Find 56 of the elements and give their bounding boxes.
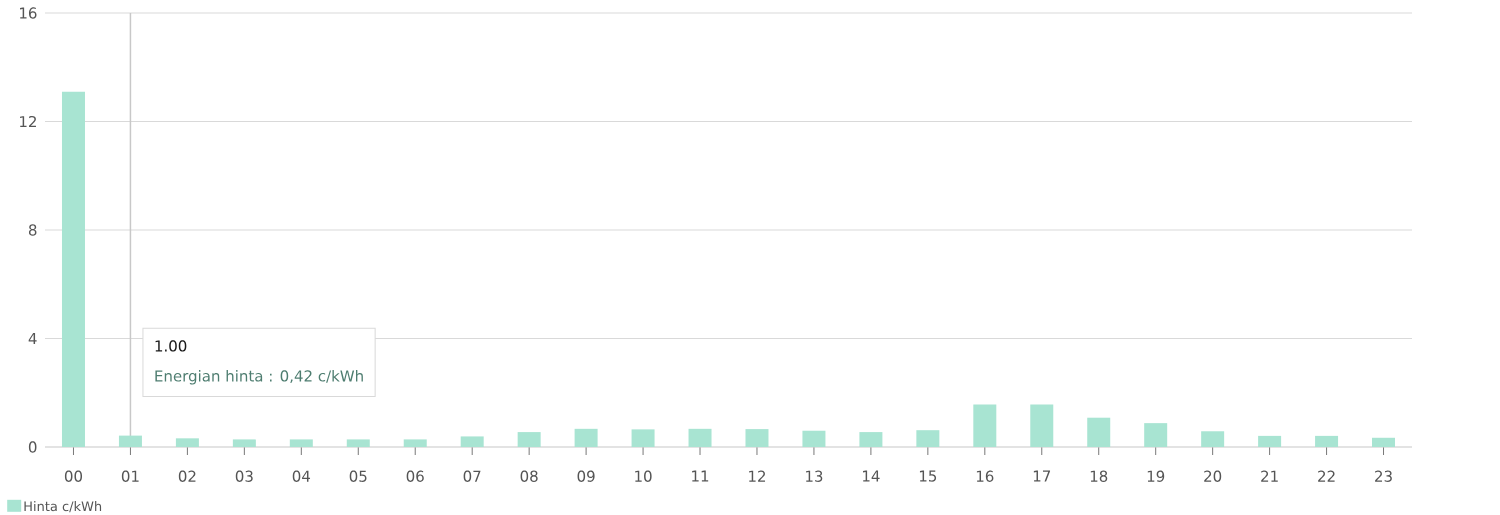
bar (745, 429, 769, 447)
x-tick-label: 18 (1090, 470, 1108, 482)
x-tick-label: 04 (292, 470, 311, 482)
x-tick-label: 09 (577, 470, 595, 482)
bar (688, 428, 712, 447)
x-tick-label: 14 (863, 470, 880, 482)
x-tick-label: 17 (1033, 470, 1051, 482)
y-tick-label: 12 (20, 115, 36, 128)
bar (61, 91, 85, 447)
bar (1087, 417, 1111, 447)
x-tick-label: 06 (406, 470, 424, 482)
x-tick-label: 08 (520, 470, 538, 482)
annotation: 1.00 (155, 340, 187, 352)
bar (1030, 404, 1054, 447)
x-tick-label: 10 (635, 470, 652, 482)
x-tick-label: 15 (919, 470, 937, 482)
x-tick-label: 00 (64, 470, 83, 482)
bar (1144, 423, 1168, 447)
bar (460, 436, 484, 447)
bar (403, 439, 427, 447)
bar (802, 430, 826, 447)
bar (973, 404, 997, 447)
bar (1372, 437, 1396, 447)
bar (1258, 435, 1282, 447)
bar (916, 430, 940, 447)
y-tick-label: 8 (28, 224, 37, 236)
bar (346, 439, 370, 447)
bar (1201, 431, 1225, 447)
y-tick-label: 4 (28, 333, 37, 344)
bar (1315, 435, 1339, 447)
x-tick-label: 22 (1318, 470, 1335, 482)
x-tick-label: 02 (178, 470, 196, 482)
y-tick-label: 0 (28, 441, 37, 453)
bar (289, 439, 313, 447)
x-tick-label: 19 (1147, 470, 1165, 482)
x-tick-label: 12 (749, 470, 766, 482)
bar (232, 439, 256, 447)
x-tick-label: 13 (806, 470, 823, 482)
x-tick-label: 20 (1204, 470, 1222, 482)
bar (574, 428, 598, 447)
bar (631, 429, 655, 447)
x-tick-label: 05 (349, 470, 367, 482)
bar (118, 435, 142, 447)
x-tick-label: 16 (976, 470, 994, 482)
x-tick-label: 07 (463, 470, 481, 482)
x-tick-label: 21 (1261, 470, 1278, 482)
x-tick-label: 23 (1375, 470, 1392, 482)
x-tick-label: 11 (692, 470, 709, 482)
x-tick-label: 01 (121, 470, 139, 482)
annotation: Energian hinta : 0,42 c/kWh (155, 369, 363, 385)
legend-label: Hinta c/kWh (24, 501, 102, 513)
bar (859, 432, 883, 447)
bar (175, 438, 199, 447)
bar (517, 432, 541, 447)
x-tick-label: 03 (235, 470, 253, 482)
y-tick-label: 16 (20, 7, 37, 19)
